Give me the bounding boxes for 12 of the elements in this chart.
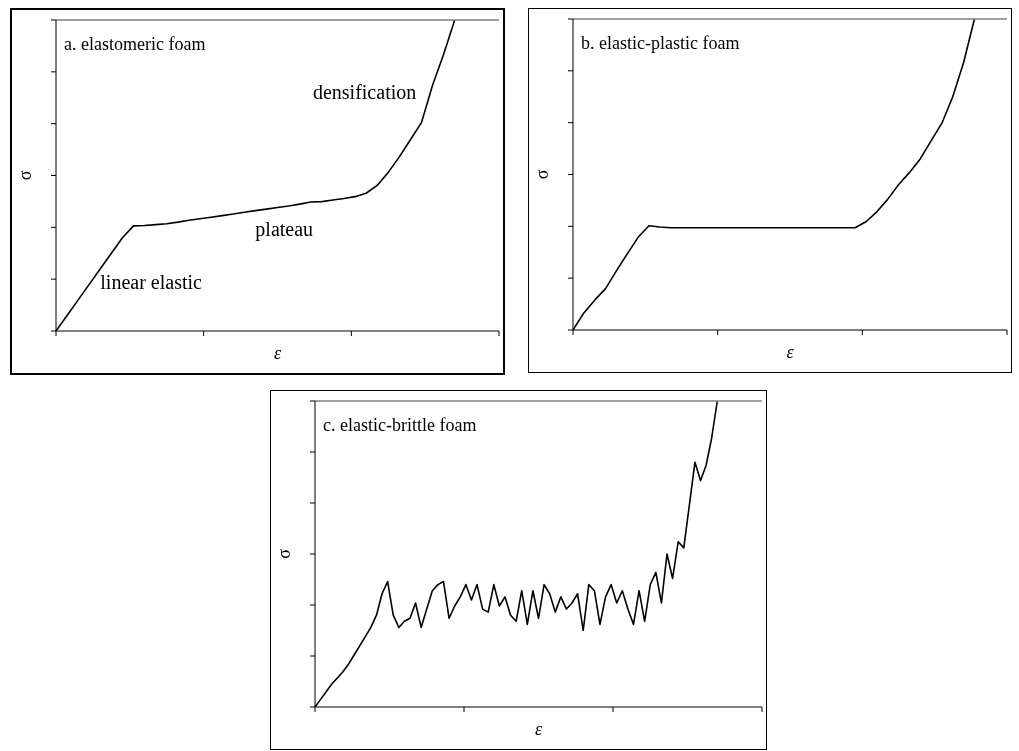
x-axis-title: ε: [534, 718, 543, 739]
y-axis-title: σ: [14, 170, 35, 181]
y-axis-title: σ: [531, 169, 552, 180]
annotation: plateau: [255, 218, 314, 242]
y-axis-title: σ: [273, 548, 294, 559]
x-axis-title: ε: [786, 341, 795, 362]
annotation: linear elastic: [100, 270, 203, 293]
text: b. elastic-plastic foam: [581, 32, 740, 53]
text: c. elastic-brittle foam: [323, 414, 477, 435]
annotation: densification: [312, 81, 417, 104]
text: a. elastomeric foam: [64, 33, 206, 54]
x-axis-title: ε: [273, 342, 282, 363]
